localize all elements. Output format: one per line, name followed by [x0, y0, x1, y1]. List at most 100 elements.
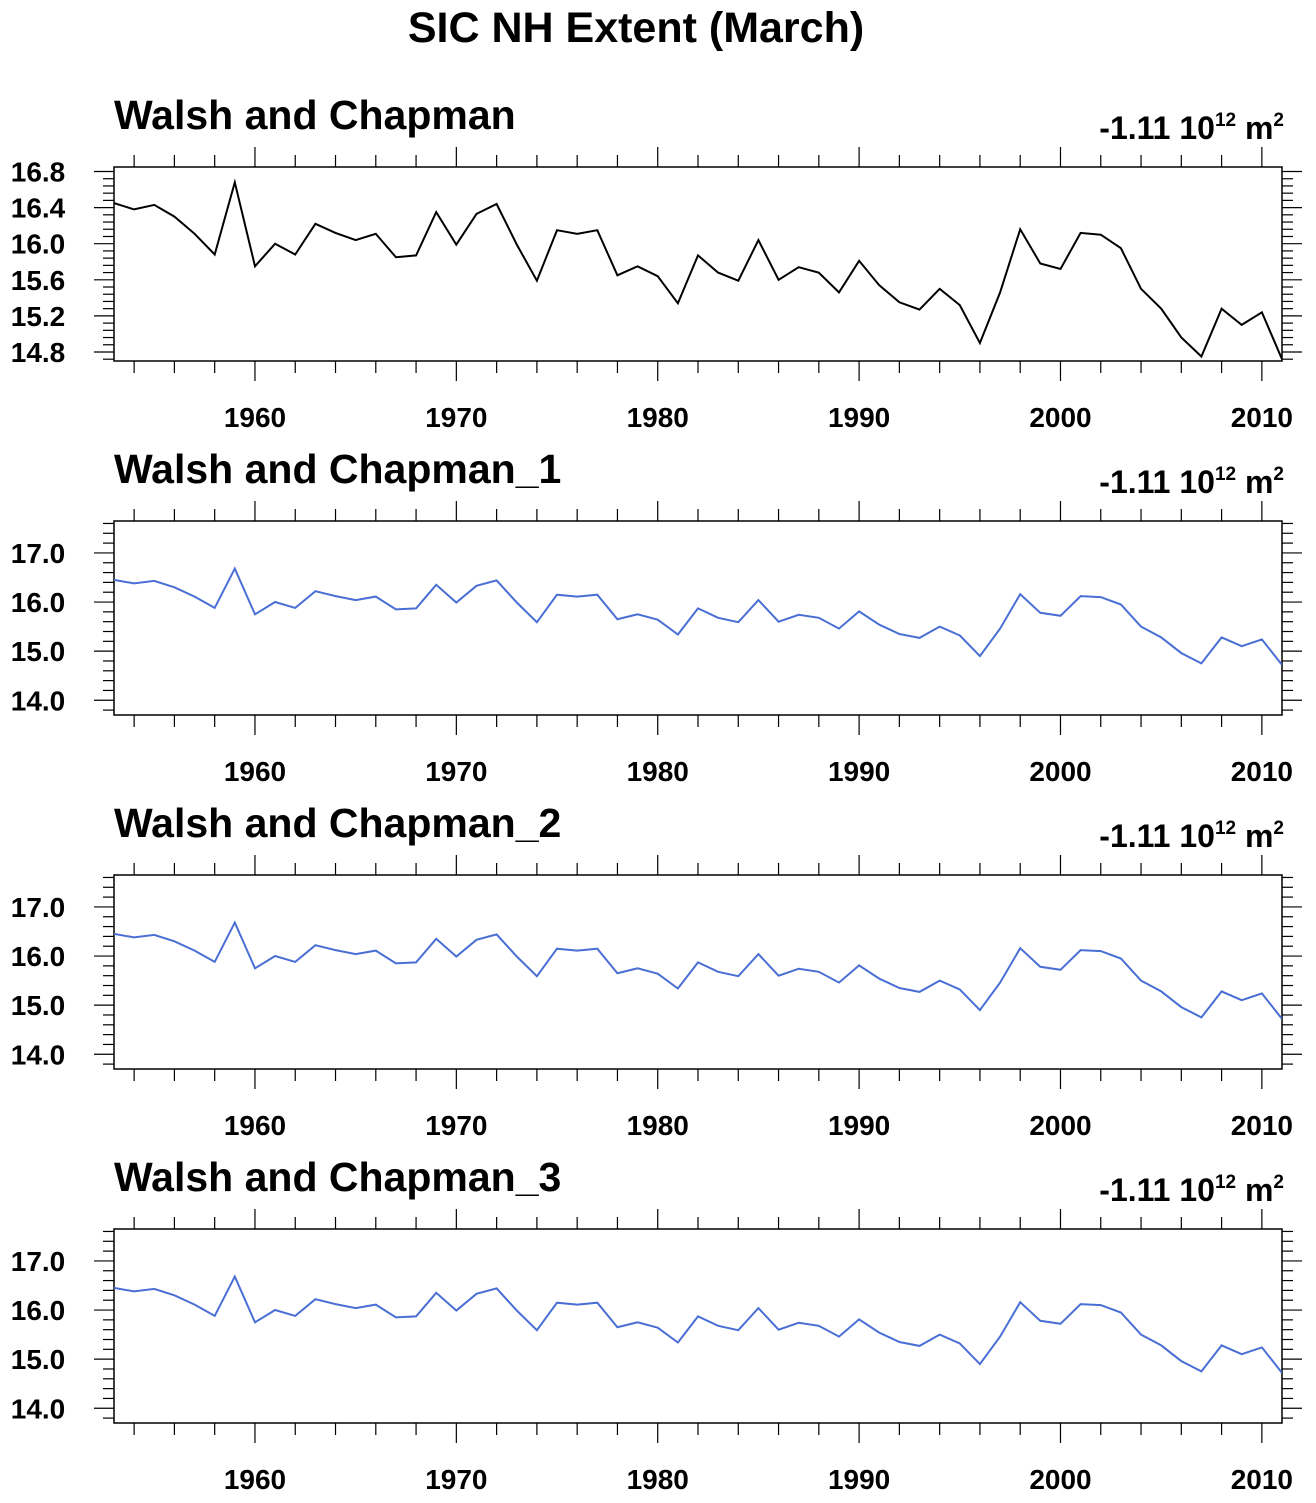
data-point: [1200, 1016, 1202, 1018]
data-point: [1241, 999, 1243, 1001]
data-point: [1019, 593, 1021, 595]
data-point: [556, 594, 558, 596]
data-point: [1120, 247, 1122, 249]
data-point: [214, 1315, 216, 1317]
data-point: [314, 1298, 316, 1300]
data-point: [1180, 1006, 1182, 1008]
x-tick-label: 1970: [425, 756, 487, 787]
data-point: [375, 1304, 377, 1306]
data-point: [1059, 969, 1061, 971]
data-point: [1120, 1311, 1122, 1313]
series-line: [114, 920, 1282, 1020]
data-point: [637, 967, 639, 969]
x-tick-label: 2010: [1231, 1464, 1293, 1495]
data-point: [475, 213, 477, 215]
units-label: -1.11 1012 m2: [1099, 464, 1284, 500]
data-point: [475, 1293, 477, 1295]
data-point: [818, 1325, 820, 1327]
x-tick-label: 2010: [1231, 402, 1293, 433]
data-point: [274, 955, 276, 957]
data-point: [415, 961, 417, 963]
data-point: [1221, 636, 1223, 638]
data-point: [435, 1292, 437, 1294]
data-point: [1140, 980, 1142, 982]
data-point: [455, 956, 457, 958]
y-tick-label: 16.0: [11, 587, 66, 618]
data-point: [677, 633, 679, 635]
data-point: [133, 208, 135, 210]
data-point: [939, 288, 941, 290]
data-point: [1200, 355, 1202, 357]
data-point: [778, 621, 780, 623]
data-point: [697, 607, 699, 609]
data-point: [415, 254, 417, 256]
data-point: [1261, 311, 1263, 313]
data-point: [133, 582, 135, 584]
data-point: [214, 607, 216, 609]
data-point: [898, 1341, 900, 1343]
data-point: [818, 617, 820, 619]
chart-panel-2: Walsh and Chapman_1 -1.11 1012 m2 1960 1970…: [11, 446, 1302, 787]
data-point: [274, 243, 276, 245]
data-point: [153, 1288, 155, 1290]
data-point: [1120, 957, 1122, 959]
data-point: [274, 601, 276, 603]
data-point: [959, 634, 961, 636]
y-tick-label: 15.2: [11, 301, 66, 332]
data-point: [919, 991, 921, 993]
data-point: [999, 1336, 1001, 1338]
x-tick-label: 1990: [828, 756, 890, 787]
data-point: [778, 1329, 780, 1331]
data-point: [657, 275, 659, 277]
data-point: [717, 272, 719, 274]
data-point: [475, 585, 477, 587]
x-tick-label: 2000: [1029, 1464, 1091, 1495]
data-point: [355, 599, 357, 601]
data-point: [395, 1316, 397, 1318]
x-tick-label: 1960: [224, 402, 286, 433]
data-point: [1160, 636, 1162, 638]
data-point: [838, 628, 840, 630]
data-point: [1140, 1334, 1142, 1336]
data-point: [677, 302, 679, 304]
data-point: [375, 950, 377, 952]
data-point: [1160, 990, 1162, 992]
data-point: [858, 1318, 860, 1320]
y-tick-label: 17.0: [11, 538, 66, 569]
data-point: [979, 342, 981, 344]
data-point: [616, 274, 618, 276]
data-point: [435, 584, 437, 586]
x-tick-label: 2010: [1231, 756, 1293, 787]
data-point: [939, 626, 941, 628]
x-tick-label: 1970: [425, 402, 487, 433]
y-tick-label: 14.0: [11, 1039, 66, 1070]
data-point: [596, 1302, 598, 1304]
data-point: [737, 975, 739, 977]
data-point: [898, 301, 900, 303]
data-point: [335, 1303, 337, 1305]
data-point: [314, 223, 316, 225]
data-point: [999, 628, 1001, 630]
data-point: [1221, 1344, 1223, 1346]
units-label: -1.11 1012 m2: [1099, 818, 1284, 854]
x-tick-label: 1960: [224, 1110, 286, 1141]
data-point: [616, 1326, 618, 1328]
data-point: [556, 1302, 558, 1304]
data-point: [717, 1325, 719, 1327]
data-point: [536, 975, 538, 977]
data-point: [1241, 1353, 1243, 1355]
data-point: [496, 1287, 498, 1289]
data-point: [757, 239, 759, 241]
data-point: [194, 233, 196, 235]
data-point: [516, 602, 518, 604]
data-point: [1241, 324, 1243, 326]
y-tick-label: 17.0: [11, 892, 66, 923]
x-tick-label: 2000: [1029, 1110, 1091, 1141]
data-point: [757, 599, 759, 601]
data-point: [496, 579, 498, 581]
data-point: [455, 244, 457, 246]
data-point: [274, 1309, 276, 1311]
data-point: [979, 1009, 981, 1011]
data-point: [234, 568, 236, 570]
